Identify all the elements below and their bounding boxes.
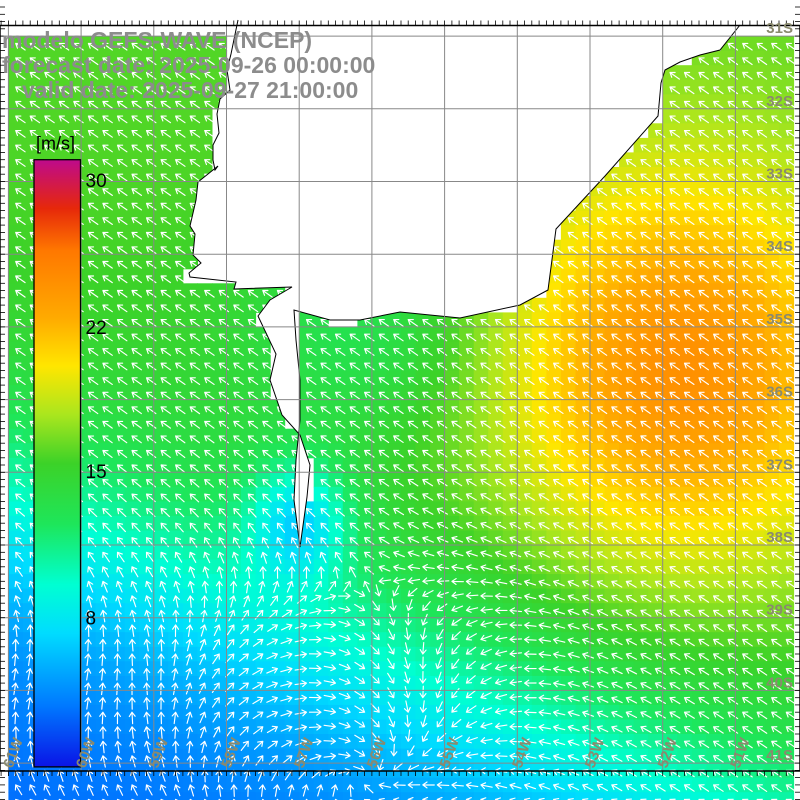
svg-text:33S: 33S xyxy=(766,166,793,183)
svg-text:40S: 40S xyxy=(766,674,793,691)
svg-text:37S: 37S xyxy=(766,456,793,473)
svg-text:38S: 38S xyxy=(766,529,793,546)
svg-text:35S: 35S xyxy=(766,311,793,328)
svg-text:22: 22 xyxy=(86,318,107,339)
svg-text:41S: 41S xyxy=(766,747,793,764)
svg-text:36S: 36S xyxy=(766,384,793,401)
svg-text:30: 30 xyxy=(86,171,107,192)
svg-text:31S: 31S xyxy=(766,20,793,37)
svg-text:forecast date: 2025-09-26 00:0: forecast date: 2025-09-26 00:00:00 xyxy=(2,52,375,78)
svg-text:[m/s]: [m/s] xyxy=(36,134,75,154)
svg-text:valid date: 2025-09-27 21:00:0: valid date: 2025-09-27 21:00:00 xyxy=(22,77,358,103)
svg-text:39S: 39S xyxy=(766,602,793,619)
svg-text:modelo GEFS-WAVE (NCEP): modelo GEFS-WAVE (NCEP) xyxy=(2,27,312,53)
svg-text:32S: 32S xyxy=(766,93,793,110)
svg-text:8: 8 xyxy=(86,609,97,630)
svg-text:34S: 34S xyxy=(766,238,793,255)
svg-text:15: 15 xyxy=(86,462,107,483)
